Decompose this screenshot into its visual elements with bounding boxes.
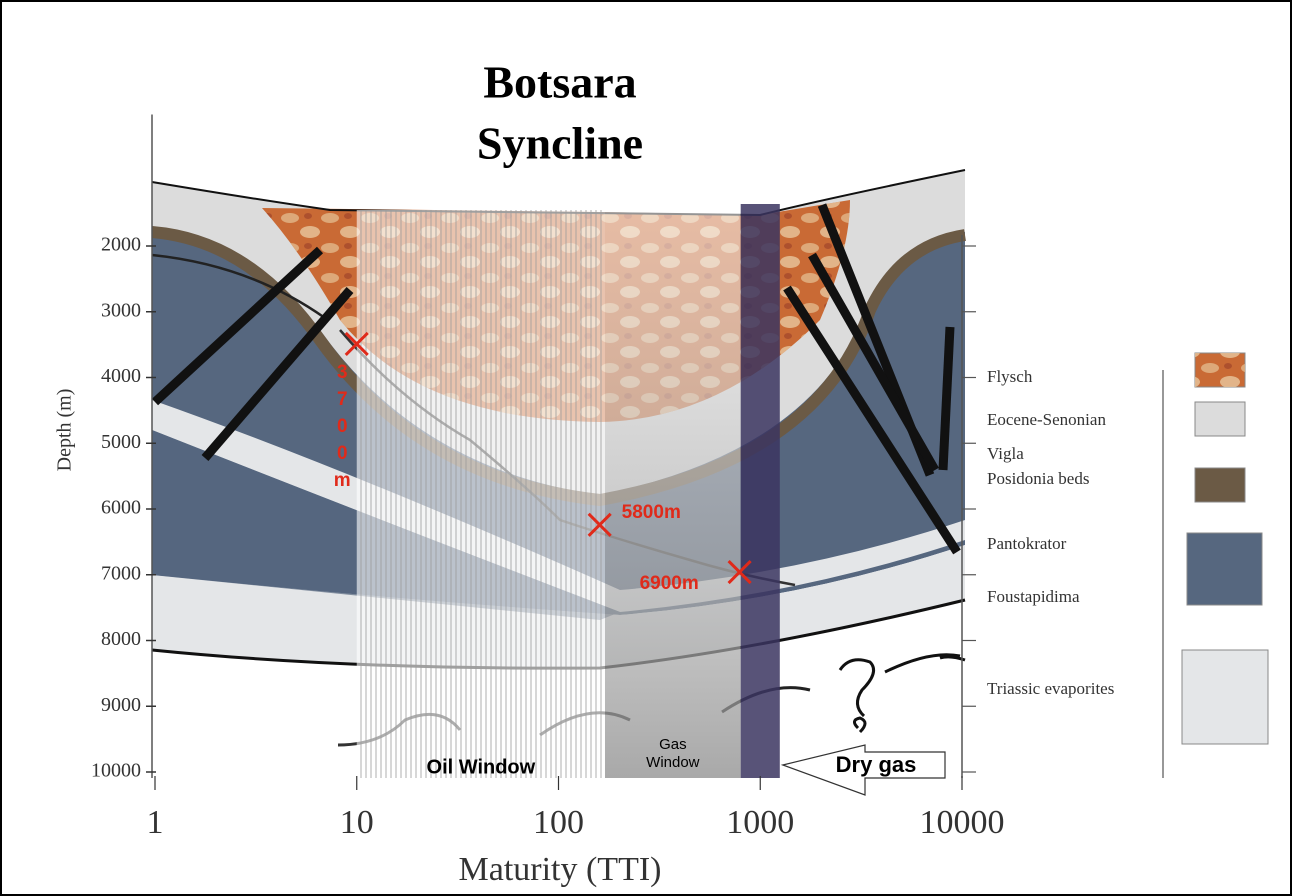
title-line: Syncline [477,118,643,169]
legend-texture [1195,353,1245,387]
depth-label: 5800m [622,502,681,523]
dry-gas-label: Dry gas [836,752,917,777]
y-tick-label: 4000 [101,365,141,387]
window-label: Window [646,754,700,771]
x-tick-label: 10 [340,804,374,841]
x-axis-label: Maturity (TTI) [459,851,662,888]
legend-label: Foustapidima [987,587,1080,606]
y-tick-label: 9000 [101,694,141,716]
window-band [605,210,741,778]
window-label: Oil Window [427,756,536,778]
y-tick-label: 8000 [101,628,141,650]
y-tick-label: 7000 [101,562,141,584]
y-tick-label: 2000 [101,234,141,256]
y-axis-label: Depth (m) [54,389,76,472]
legend-label: Vigla [987,444,1024,463]
y-tick-label: 5000 [101,431,141,453]
legend-label: Flysch [987,367,1033,386]
x-tick-label: 1000 [726,804,794,841]
window-label: Gas [659,736,687,753]
dry-gas-band [741,204,780,778]
legend-swatch [1195,468,1245,502]
y-tick-label: 3000 [101,299,141,321]
window-band [357,210,605,778]
legend-swatch [1182,650,1268,744]
title-line: Botsara [483,57,636,108]
x-tick-label: 10000 [920,804,1005,841]
legend-label: Eocene-Senonian [987,410,1106,429]
legend-swatch [1195,402,1245,436]
x-tick-label: 1 [147,804,164,841]
legend-swatch [1187,533,1262,605]
y-tick-label: 10000 [91,760,141,782]
legend-label: Posidonia beds [987,469,1089,488]
y-tick-label: 6000 [101,497,141,519]
legend-label: Triassic evaporites [987,679,1114,698]
x-tick-label: 100 [533,804,584,841]
depth-label: 3700m [332,362,353,497]
depth-label: 6900m [640,573,699,594]
figure: Oil Window GasWindow Dry gas Botsara Syncl… [0,0,1292,896]
legend-label: Pantokrator [987,534,1067,553]
